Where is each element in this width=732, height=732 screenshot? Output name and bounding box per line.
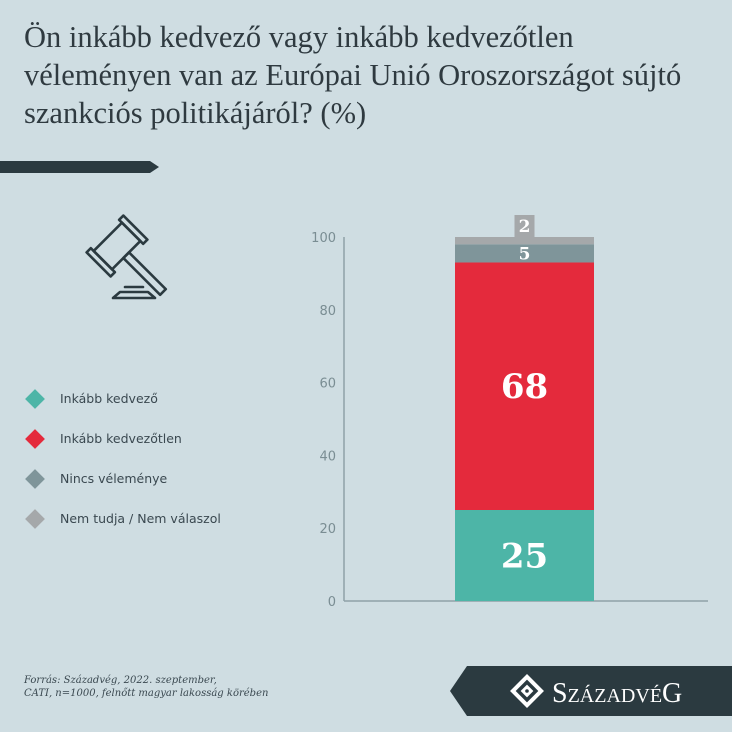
y-tick-label: 80 <box>319 304 336 319</box>
legend-label: Inkább kedvező <box>60 391 158 406</box>
source-line-2: CATI, n=1000, felnőtt magyar lakosság kö… <box>24 688 269 699</box>
legend-label: Nem tudja / Nem válaszol <box>60 511 221 526</box>
y-tick-label: 60 <box>319 377 336 392</box>
source-note: Forrás: Századvég, 2022. szeptember, CAT… <box>24 674 268 700</box>
legend-label: Nincs véleménye <box>60 471 168 486</box>
data-label: 5 <box>519 244 531 264</box>
y-tick-label: 20 <box>319 522 336 537</box>
chart-title: Ön inkább kedvező vagy inkább kedvezőtle… <box>24 20 682 130</box>
bar-segment <box>455 244 594 263</box>
y-tick-label: 0 <box>328 595 336 610</box>
bar-segment <box>455 510 594 601</box>
bar-segment <box>455 262 594 510</box>
data-label: 68 <box>501 367 548 407</box>
legend-label: Inkább kedvezőtlen <box>60 431 182 446</box>
bar-segment <box>455 237 594 245</box>
y-tick-label: 100 <box>311 231 336 246</box>
data-label: 25 <box>501 537 548 577</box>
logo-text: SZÁZADVÉG <box>552 678 682 709</box>
data-label-box <box>514 215 535 237</box>
y-tick-label: 40 <box>319 449 336 464</box>
data-label: 2 <box>519 217 531 237</box>
source-line-1: Forrás: Századvég, 2022. szeptember, <box>24 675 217 686</box>
